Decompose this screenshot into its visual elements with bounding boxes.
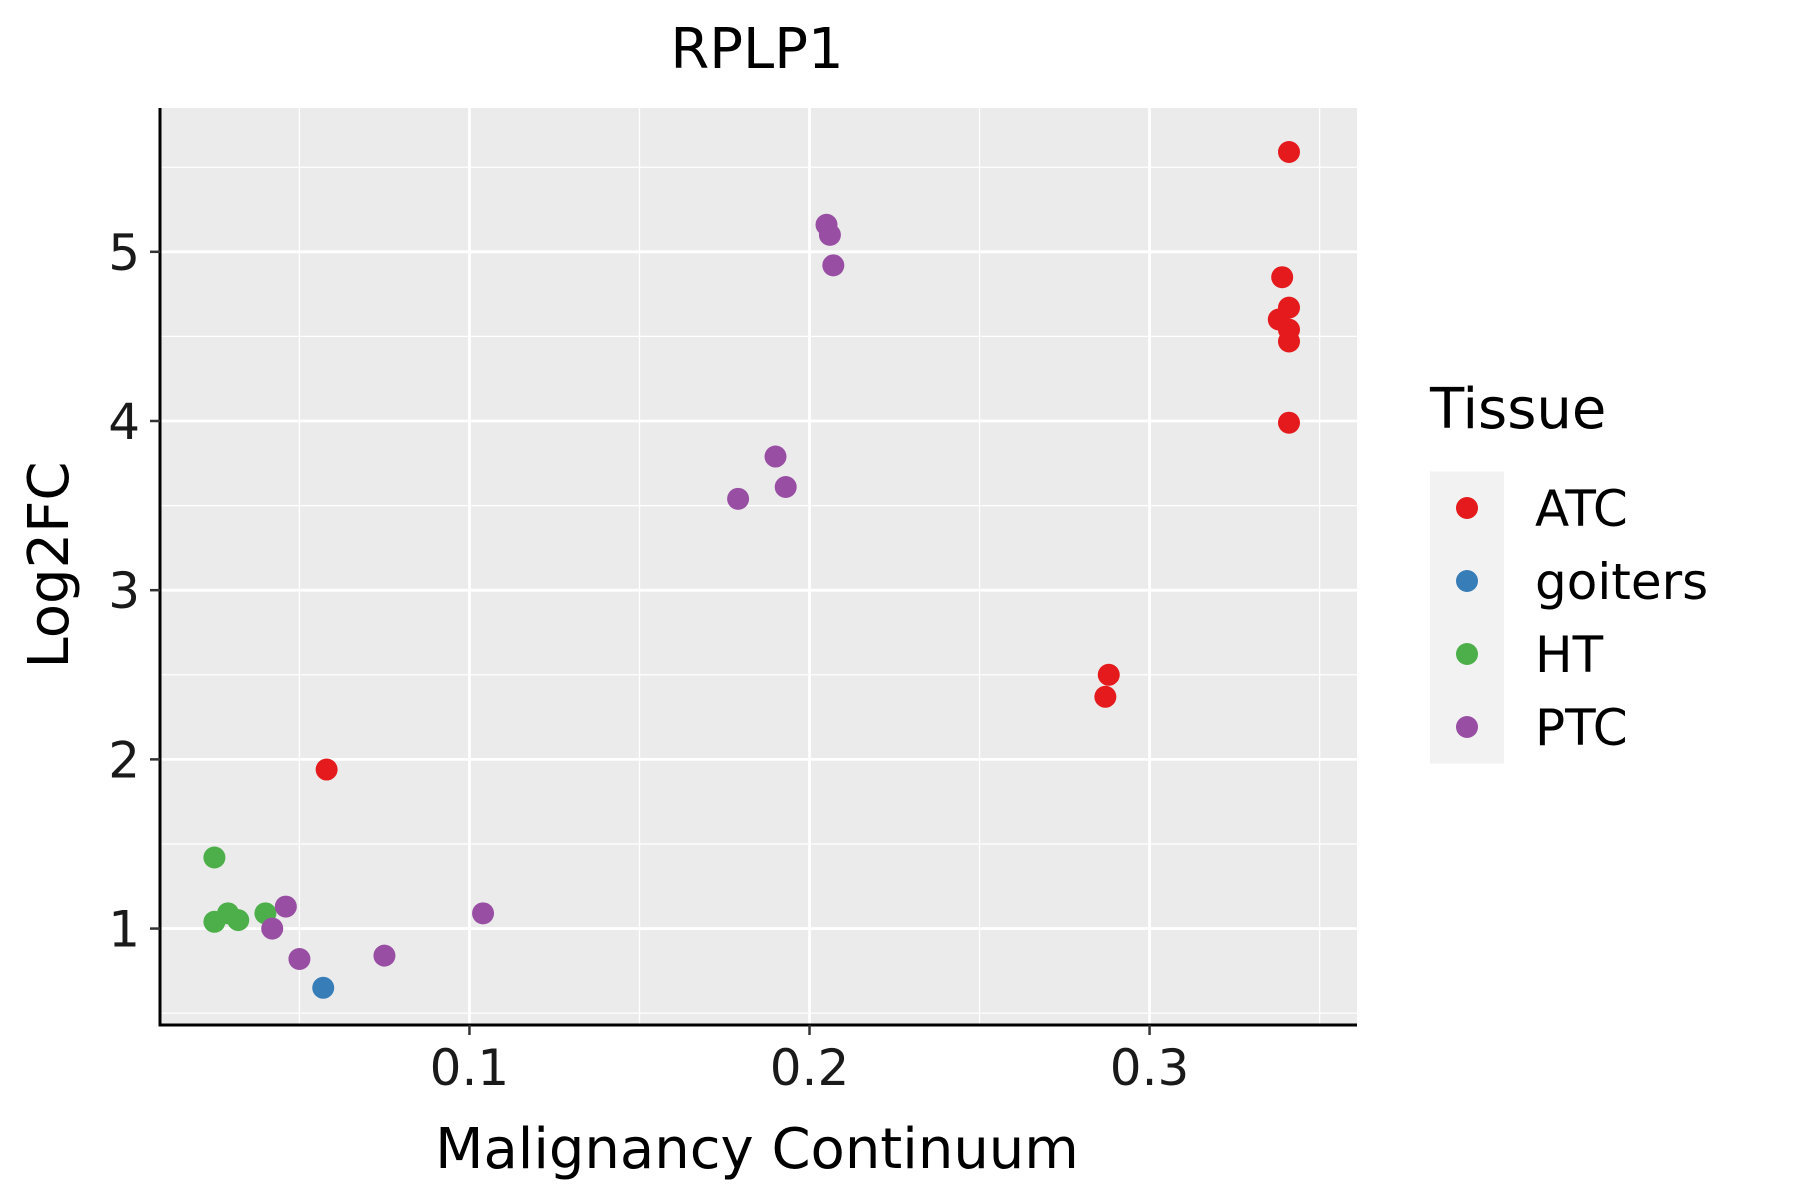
- point-goiters: [312, 976, 335, 999]
- legend-key-ht: [1456, 643, 1478, 665]
- point-ptc: [774, 475, 797, 498]
- y-tick-label: 2: [108, 731, 140, 789]
- point-ht: [203, 910, 226, 933]
- point-ptc: [472, 902, 495, 925]
- x-axis-title: Malignancy Continuum: [435, 1117, 1079, 1182]
- legend-label-atc: ATC: [1535, 480, 1628, 538]
- x-tick-label: 0.2: [770, 1039, 850, 1097]
- plot-panel: [160, 108, 1357, 1025]
- y-tick-label: 3: [108, 562, 140, 620]
- point-ptc: [373, 944, 396, 967]
- point-atc: [1097, 663, 1120, 686]
- point-ptc: [727, 487, 750, 510]
- point-atc: [1277, 411, 1300, 434]
- point-atc: [1277, 330, 1300, 353]
- legend-key-ptc: [1456, 716, 1478, 738]
- point-atc: [315, 758, 338, 781]
- y-tick-label: 4: [108, 393, 140, 451]
- point-atc: [1277, 140, 1300, 163]
- legend-label-goiters: goiters: [1535, 553, 1708, 611]
- point-ptc: [288, 948, 311, 971]
- y-tick-label: 5: [108, 224, 140, 282]
- y-axis-title: Log2FC: [17, 462, 82, 669]
- x-tick-label: 0.1: [430, 1039, 510, 1097]
- legend: Tissue ATC goiters HT PTC: [1429, 377, 1708, 764]
- axes: 0.1 0.2 0.3 1 2 3 4 5: [108, 108, 1357, 1097]
- legend-label-ptc: PTC: [1535, 699, 1628, 757]
- point-atc: [1094, 685, 1117, 708]
- legend-key-background: [1430, 471, 1504, 764]
- point-ptc: [261, 917, 284, 940]
- chart-title: RPLP1: [670, 17, 843, 82]
- x-tick-label: 0.3: [1110, 1039, 1190, 1097]
- panel-background: [160, 108, 1357, 1025]
- point-ptc: [822, 254, 845, 277]
- point-ptc: [764, 445, 787, 468]
- legend-title: Tissue: [1429, 377, 1606, 442]
- point-ht: [203, 846, 226, 869]
- point-ptc: [818, 223, 841, 246]
- legend-key-goiters: [1456, 570, 1478, 592]
- point-atc: [1271, 266, 1294, 289]
- legend-label-ht: HT: [1535, 626, 1604, 684]
- legend-key-atc: [1456, 497, 1478, 519]
- point-ptc: [274, 895, 297, 918]
- y-tick-label: 1: [108, 901, 140, 959]
- point-ht: [227, 909, 250, 932]
